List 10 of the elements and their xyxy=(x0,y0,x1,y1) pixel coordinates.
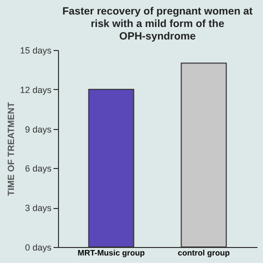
x-tick-label: MRT-Music group xyxy=(78,248,145,258)
y-tick-label: 0 days xyxy=(24,242,52,252)
y-tick-label: 3 days xyxy=(24,203,52,214)
chart-title: Faster recovery of pregnant women at risk with a mild form of the OPH-syndrome xyxy=(62,6,254,42)
y-tick-label: 6 days xyxy=(24,164,52,174)
y-tick-label: 9 days xyxy=(24,124,52,134)
y-tick-label: 12 days xyxy=(20,84,52,95)
y-tick-label: 15 days xyxy=(20,46,52,56)
x-tick-label: control group xyxy=(178,248,230,258)
y-axis-title: TIME OF TREATMENT xyxy=(6,102,16,196)
